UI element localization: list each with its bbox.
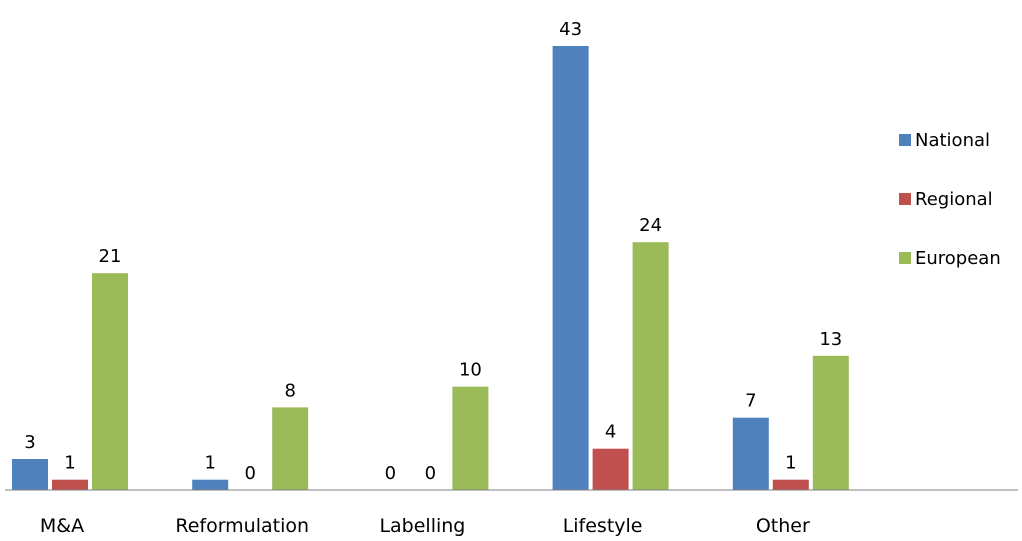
- data-label-reformulation-regional: 0: [244, 463, 255, 484]
- bar-other-european: [812, 355, 849, 490]
- bar-lifestyle-national: [552, 46, 589, 490]
- category-label-lifestyle: Lifestyle: [563, 515, 643, 537]
- data-label-reformulation-european: 8: [284, 380, 295, 401]
- category-labels-layer: M&A Reformulation Labelling Lifestyle Other: [40, 515, 810, 537]
- data-label-reformulation-national: 1: [204, 453, 215, 474]
- bar-lifestyle-european: [632, 242, 669, 490]
- bar-labelling-european: [452, 386, 489, 490]
- category-label-m-a: M&A: [40, 515, 84, 537]
- bar-other-national: [732, 417, 769, 490]
- bar-m-a-national: [12, 459, 48, 490]
- category-label-labelling: Labelling: [379, 515, 465, 537]
- data-label-labelling-european: 10: [459, 360, 482, 381]
- legend-label-national: National: [915, 130, 990, 151]
- bar-reformulation-european: [272, 407, 309, 490]
- bar-reformulation-national: [192, 479, 229, 490]
- bar-other-regional: [772, 479, 809, 490]
- legend-label-regional: Regional: [915, 189, 993, 210]
- data-label-labelling-national: 0: [385, 463, 396, 484]
- category-label-other: Other: [756, 515, 810, 537]
- legend-swatch-national: [899, 134, 911, 146]
- bar-lifestyle-regional: [592, 448, 629, 490]
- category-label-reformulation: Reformulation: [175, 515, 309, 537]
- bar-m-a-european: [92, 273, 128, 490]
- data-label-other-european: 13: [819, 329, 842, 350]
- data-label-other-national: 7: [745, 391, 756, 412]
- data-label-m-a-regional: 1: [64, 453, 75, 474]
- legend: National Regional European: [899, 130, 1001, 269]
- data-label-m-a-european: 21: [99, 246, 122, 267]
- legend-swatch-regional: [899, 193, 911, 205]
- data-label-m-a-national: 3: [24, 432, 35, 453]
- legend-label-european: European: [915, 248, 1001, 269]
- data-label-lifestyle-regional: 4: [605, 422, 616, 443]
- data-label-other-regional: 1: [785, 453, 796, 474]
- data-label-labelling-regional: 0: [425, 463, 436, 484]
- data-label-lifestyle-national: 43: [559, 19, 582, 40]
- legend-swatch-european: [899, 252, 911, 264]
- bar-m-a-regional: [52, 479, 88, 490]
- bars-layer: [12, 46, 849, 490]
- data-label-lifestyle-european: 24: [639, 215, 662, 236]
